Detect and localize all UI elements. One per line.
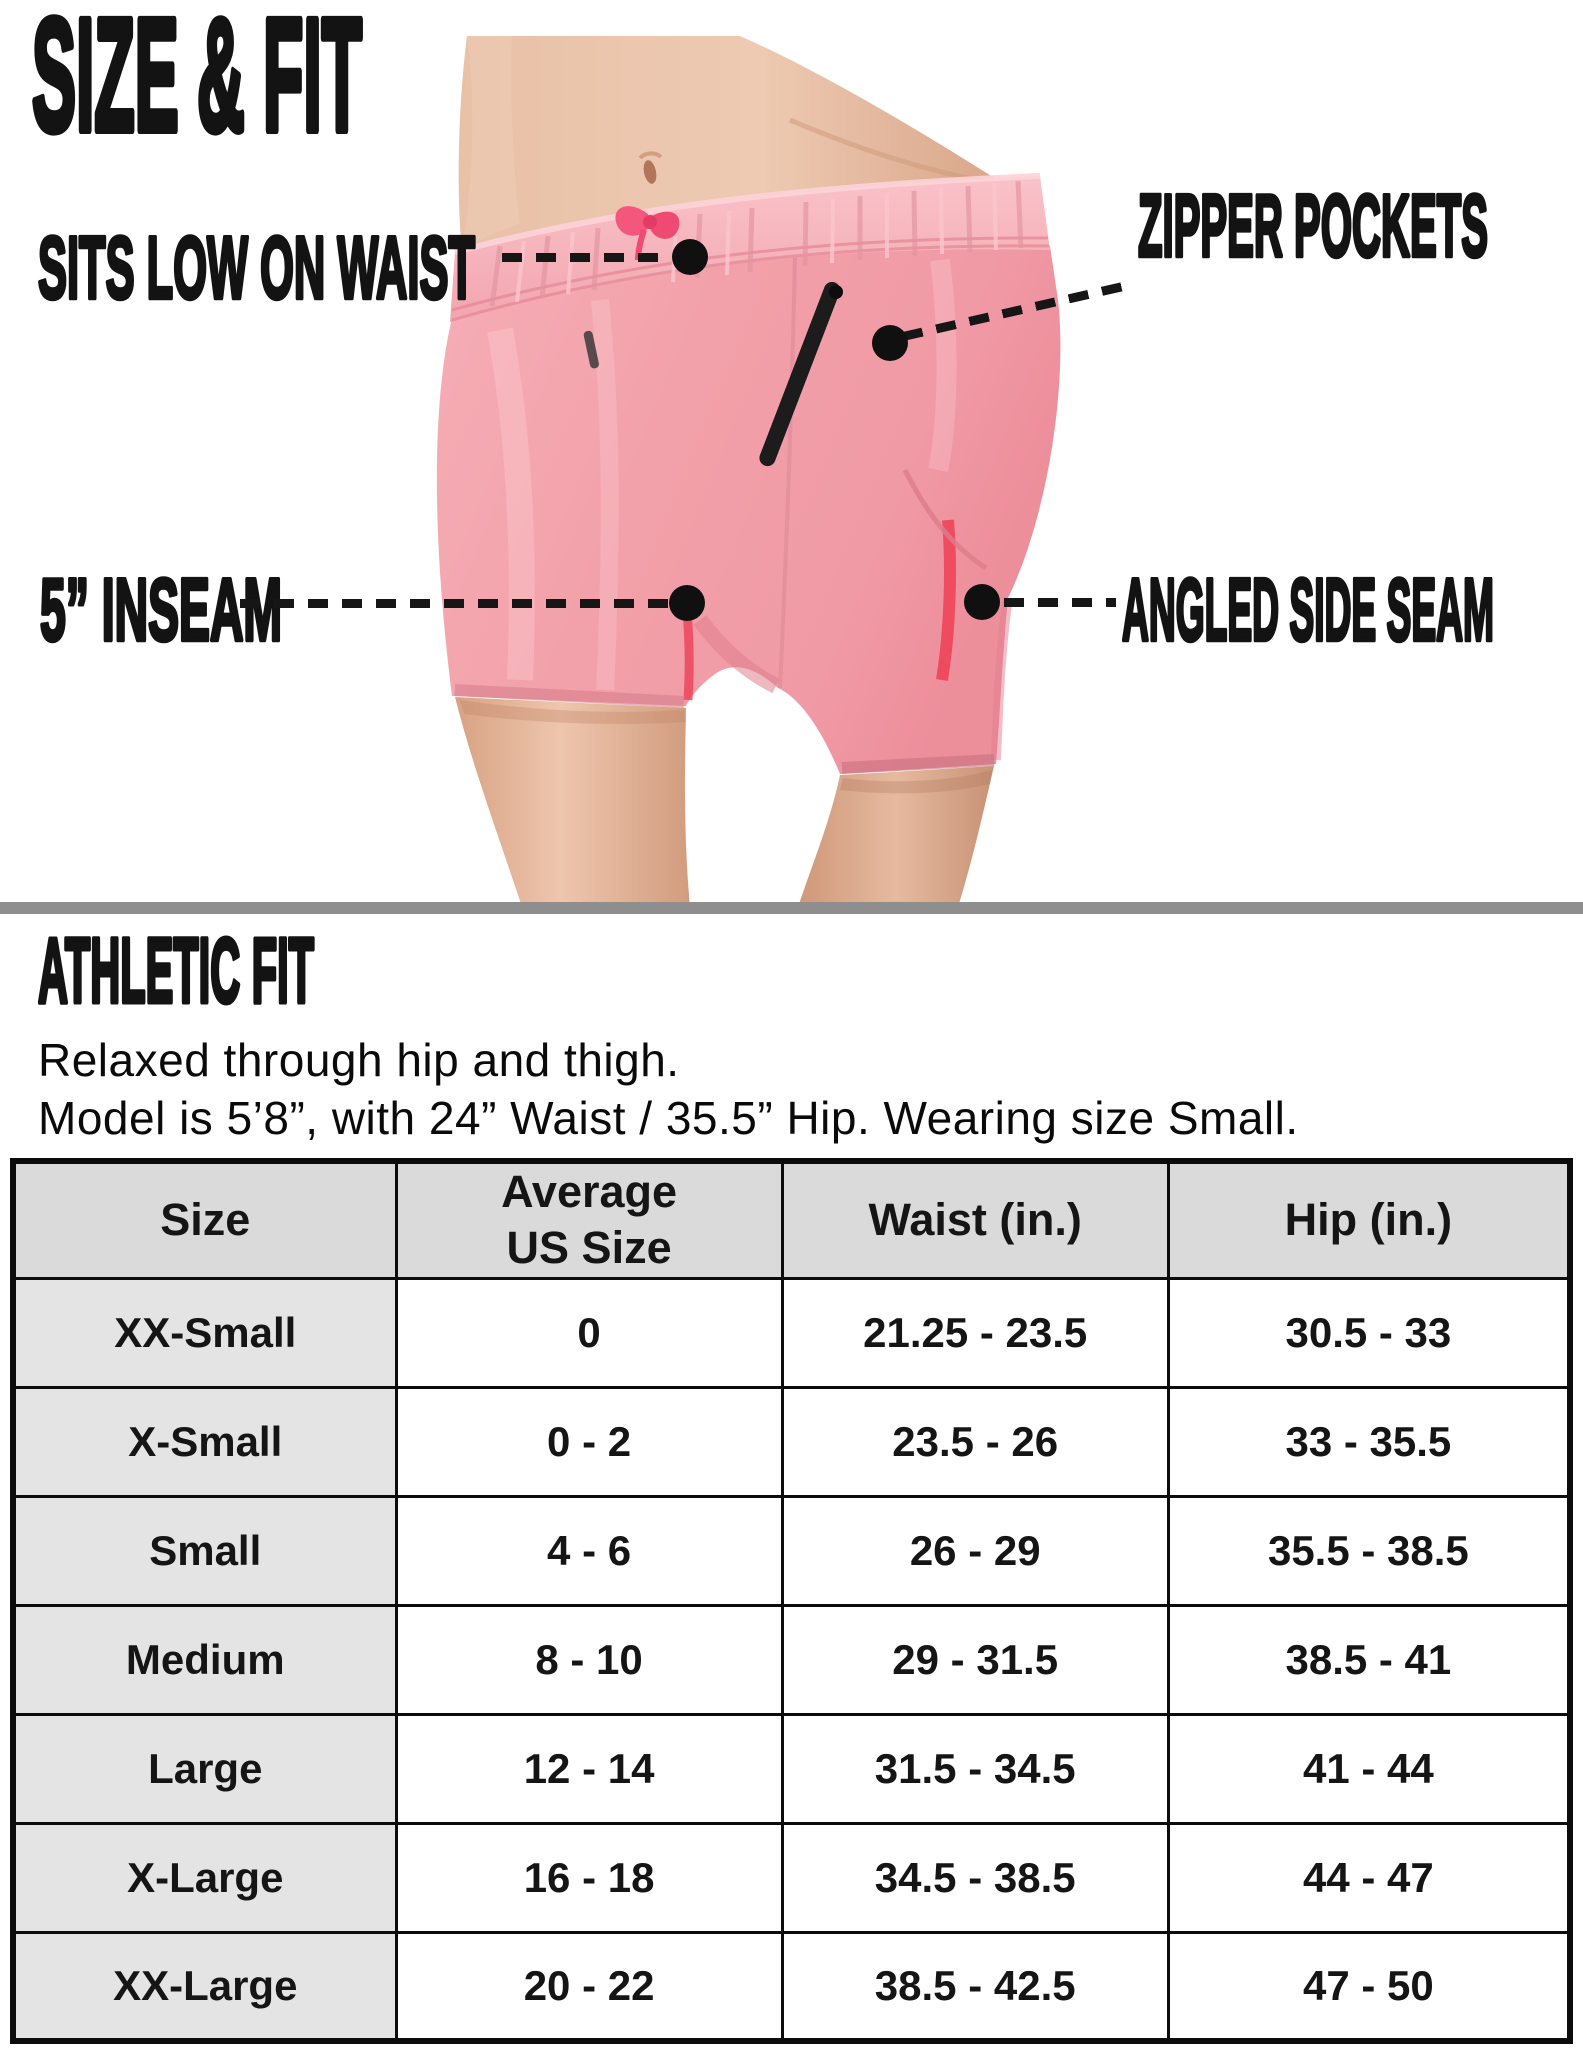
drawstring-bow [615, 206, 680, 261]
zipper-pocket-zipper [759, 281, 843, 467]
cell-waist: 31.5 - 34.5 [780, 1712, 1170, 1825]
table-row-small: Small 4 - 6 26 - 29 35.5 - 38.5 [11, 1494, 1572, 1607]
cell-size: XX-Small [11, 1276, 398, 1389]
cell-us-size: 20 - 22 [394, 1930, 784, 2043]
callout-line-angled-side-seam [1004, 598, 1116, 607]
callout-dot-sits-low [672, 239, 708, 275]
table-row-x-large: X-Large 16 - 18 34.5 - 38.5 44 - 47 [11, 1821, 1572, 1934]
section-divider [0, 902, 1583, 914]
callout-label-zipper-pockets: ZIPPER POCKETS [1136, 174, 1491, 278]
cell-waist: 21.25 - 23.5 [780, 1276, 1170, 1389]
left-pocket-zipper [583, 330, 599, 369]
col-header-us-size: Average US Size [394, 1159, 784, 1280]
cell-hip: 47 - 50 [1166, 1930, 1572, 2043]
svg-text:ANGLED SIDE SEAM: ANGLED SIDE SEAM [1122, 560, 1494, 659]
size-chart-header-row: Size Average US Size Waist (in.) Hip (in… [11, 1159, 1572, 1280]
table-row-x-small: X-Small 0 - 2 23.5 - 26 33 - 35.5 [11, 1385, 1572, 1498]
svg-text:ATHLETIC FIT: ATHLETIC FIT [38, 920, 314, 1022]
page-title-text: SIZE & FIT [32, 0, 362, 164]
table-row-xx-large: XX-Large 20 - 22 38.5 - 42.5 47 - 50 [11, 1930, 1572, 2043]
cell-hip: 30.5 - 33 [1166, 1276, 1572, 1389]
cell-us-size: 12 - 14 [394, 1712, 784, 1825]
callout-line-sits-low [502, 253, 670, 262]
cell-size: X-Large [11, 1821, 398, 1934]
page-title: SIZE & FIT [28, 0, 366, 168]
cell-size: Small [11, 1494, 398, 1607]
cell-size: X-Small [11, 1385, 398, 1498]
table-row-xx-small: XX-Small 0 21.25 - 23.5 30.5 - 33 [11, 1276, 1572, 1389]
cell-us-size: 8 - 10 [394, 1603, 784, 1716]
cell-hip: 38.5 - 41 [1166, 1603, 1572, 1716]
cell-us-size: 0 - 2 [394, 1385, 784, 1498]
fit-section-heading: ATHLETIC FIT [36, 918, 317, 1025]
cell-waist: 23.5 - 26 [780, 1385, 1170, 1498]
fit-description-line1: Relaxed through hip and thigh. [38, 1034, 680, 1086]
cell-waist: 26 - 29 [780, 1494, 1170, 1607]
col-header-waist: Waist (in.) [780, 1159, 1170, 1280]
cell-us-size: 4 - 6 [394, 1494, 784, 1607]
product-photo [436, 36, 1061, 907]
callout-label-sits-low: SITS LOW ON WAIST [36, 216, 478, 320]
svg-text:5” INSEAM: 5” INSEAM [40, 560, 282, 659]
table-row-medium: Medium 8 - 10 29 - 31.5 38.5 - 41 [11, 1603, 1572, 1716]
shorts [436, 245, 1061, 775]
callout-line-inseam [240, 599, 668, 608]
cell-waist: 29 - 31.5 [780, 1603, 1170, 1716]
cell-waist: 34.5 - 38.5 [780, 1821, 1170, 1934]
cell-size: XX-Large [11, 1930, 398, 2043]
callout-label-inseam: 5” INSEAM [38, 558, 285, 662]
cell-hip: 33 - 35.5 [1166, 1385, 1572, 1498]
callout-dot-angled-side-seam [964, 584, 1000, 620]
col-header-hip: Hip (in.) [1166, 1159, 1572, 1280]
callout-label-angled-side-seam: ANGLED SIDE SEAM [1120, 558, 1497, 662]
col-header-size: Size [11, 1159, 398, 1280]
cell-size: Medium [11, 1603, 398, 1716]
size-chart-table: Size Average US Size Waist (in.) Hip (in… [10, 1158, 1573, 2044]
callout-dot-inseam [669, 585, 705, 621]
cell-hip: 41 - 44 [1166, 1712, 1572, 1825]
cell-hip: 35.5 - 38.5 [1166, 1494, 1572, 1607]
cell-us-size: 16 - 18 [394, 1821, 784, 1934]
svg-text:ZIPPER POCKETS: ZIPPER POCKETS [1138, 176, 1488, 275]
fit-description-line2: Model is 5’8”, with 24” Waist / 35.5” Hi… [38, 1092, 1299, 1144]
svg-text:SITS LOW ON WAIST: SITS LOW ON WAIST [38, 218, 475, 317]
waistband [450, 173, 1050, 322]
model-torso [458, 36, 1009, 252]
cell-size: Large [11, 1712, 398, 1825]
model-legs [455, 697, 994, 907]
navel [643, 160, 657, 184]
cell-us-size: 0 [394, 1276, 784, 1389]
cell-waist: 38.5 - 42.5 [780, 1930, 1170, 2043]
table-row-large: Large 12 - 14 31.5 - 34.5 41 - 44 [11, 1712, 1572, 1825]
cell-hip: 44 - 47 [1166, 1821, 1572, 1934]
callout-dot-zipper-pockets [872, 325, 908, 361]
